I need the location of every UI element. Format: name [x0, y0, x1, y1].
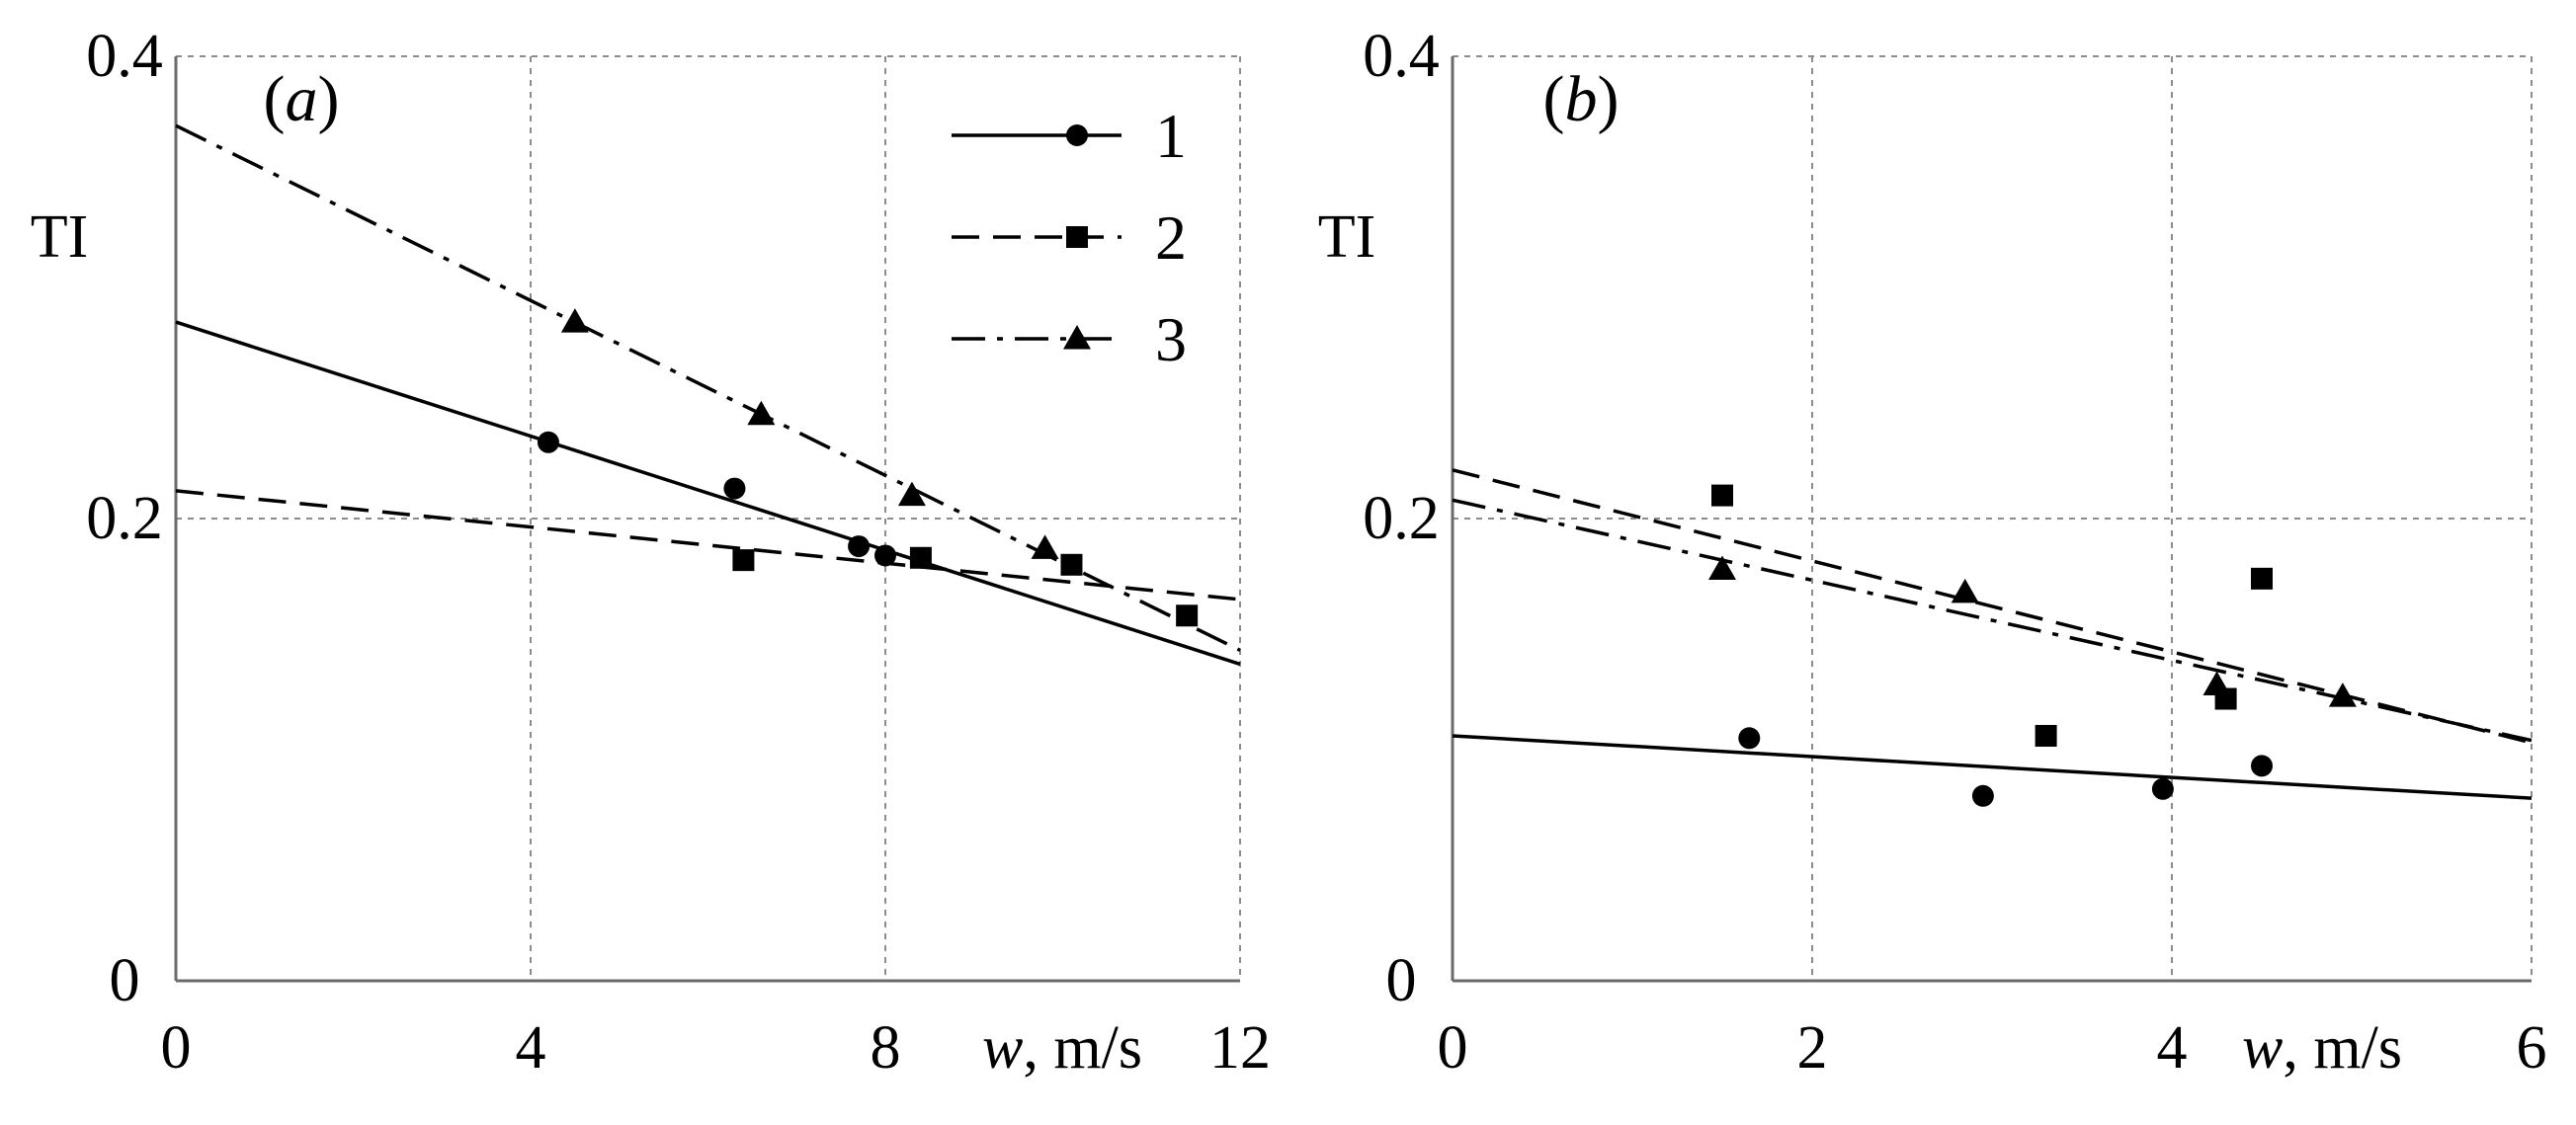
panel-label-open: (	[264, 63, 286, 135]
x-axis-label: w, m/s	[2242, 1014, 2402, 1082]
data-point-series-2	[1711, 484, 1733, 507]
x-tick-label: 6	[2517, 1014, 2547, 1082]
data-point-series-2	[2035, 724, 2057, 747]
trend-line-series-1	[175, 320, 1241, 667]
trend-line-series-2	[1452, 468, 2533, 745]
y-tick-label: 0.2	[1363, 485, 1440, 552]
y-tick-label: 0.4	[86, 23, 163, 90]
panel-label-close: )	[1598, 63, 1620, 135]
y-tick-label: 0	[1386, 947, 1417, 1014]
x-tick-label: 12	[1209, 1014, 1271, 1082]
data-point-series-1	[1971, 784, 1994, 807]
x-tick-label: 0	[161, 1014, 192, 1082]
legend-label: 3	[1155, 304, 1187, 374]
data-point-series-1	[1738, 727, 1761, 750]
x-tick-label: 4	[2157, 1014, 2188, 1082]
panel-label-letter: a	[286, 63, 318, 135]
data-point-series-1	[537, 431, 559, 453]
x-tick-label: 8	[871, 1014, 901, 1082]
data-point-series-2	[2251, 567, 2273, 590]
data-point-series-3	[1708, 555, 1736, 580]
data-point-series-3	[560, 308, 589, 333]
panel-label-open: (	[1543, 63, 1565, 135]
data-point-series-2	[909, 546, 932, 569]
panel-label: (a)	[264, 63, 340, 135]
panel-label-letter: b	[1565, 63, 1598, 135]
x-axis-label-symbol: w	[2242, 1014, 2283, 1082]
legend-marker-series-2	[1066, 226, 1088, 248]
y-tick-label: 0.2	[86, 485, 163, 552]
x-axis-label: w, m/s	[982, 1014, 1142, 1082]
x-tick-label: 0	[1438, 1014, 1468, 1082]
legend: 1 2 3	[952, 101, 1187, 374]
y-axis-label: TI	[1318, 203, 1376, 271]
series-2	[1452, 468, 2533, 747]
series-3	[1452, 498, 2533, 743]
trend-line-series-1	[1452, 734, 2533, 800]
data-point-series-3	[897, 481, 926, 507]
x-axis-label-symbol: w	[982, 1014, 1023, 1082]
legend-label: 1	[1155, 101, 1187, 171]
legend-marker-series-3	[1063, 325, 1091, 350]
series-1	[1452, 727, 2533, 807]
data-point-series-3	[1031, 534, 1059, 559]
data-point-series-2	[1060, 553, 1083, 576]
x-axis-label-units: , m/s	[2283, 1014, 2402, 1082]
series-3	[175, 123, 1241, 652]
trend-line-series-3	[1452, 498, 2533, 743]
y-tick-label: 0.4	[1363, 23, 1440, 90]
data-point-series-3	[2328, 683, 2357, 707]
panel-label: (b)	[1543, 63, 1620, 135]
series-1	[175, 320, 1241, 667]
data-point-series-3	[1951, 578, 1979, 603]
data-point-series-1	[723, 477, 746, 500]
x-tick-label: 2	[1797, 1014, 1828, 1082]
panel-b: 0 2 4 6 0 0.2 0.4 TI w, m/s (b)	[1318, 23, 2547, 1082]
panel-label-close: )	[318, 63, 340, 135]
series-2	[175, 489, 1241, 627]
trend-line-series-2	[175, 489, 1241, 602]
data-point-series-1	[848, 535, 871, 558]
data-point-series-2	[732, 549, 755, 572]
legend-marker-series-1	[1066, 124, 1088, 146]
data-point-series-3	[747, 400, 776, 426]
trend-line-series-3	[175, 123, 1241, 652]
y-axis-label: TI	[31, 203, 89, 271]
x-axis-label-units: , m/s	[1023, 1014, 1142, 1082]
legend-label: 2	[1155, 202, 1187, 273]
y-tick-label: 0	[110, 947, 140, 1014]
data-point-series-3	[2202, 671, 2231, 695]
data-point-series-1	[2151, 777, 2174, 800]
x-tick-label: 4	[516, 1014, 546, 1082]
data-point-series-1	[2251, 755, 2273, 777]
data-point-series-2	[1176, 604, 1199, 627]
